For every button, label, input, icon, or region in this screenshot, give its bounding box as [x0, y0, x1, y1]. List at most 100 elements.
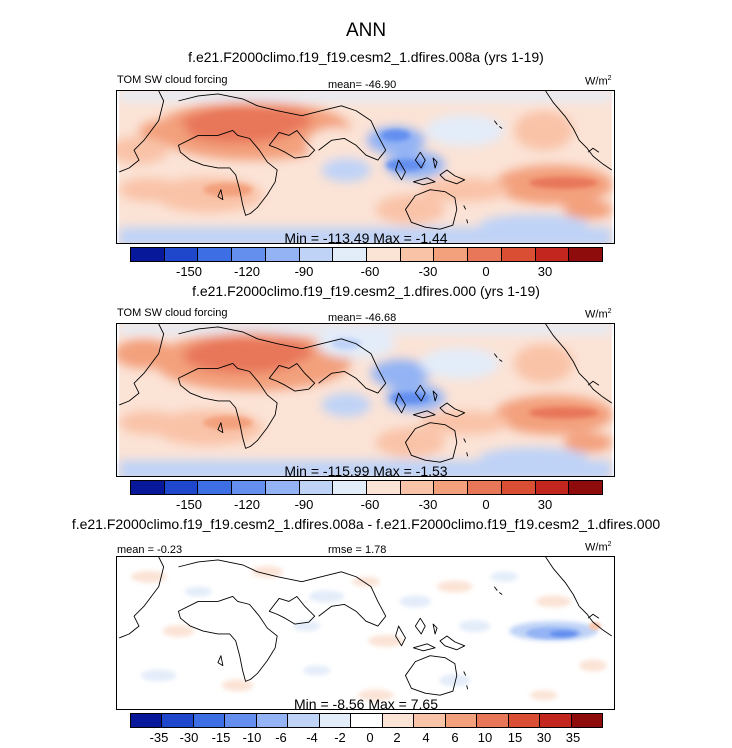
- colorbar-2-tick-label: -30: [418, 497, 438, 512]
- panel-1-title: f.e21.F2000climo.f19_f19.cesm2_1.dfires.…: [188, 49, 544, 65]
- colorbar-3-tick-label: 2: [393, 730, 401, 745]
- colorbar-1-tick-label: 0: [482, 264, 490, 279]
- colorbar-3-tick-label: 10: [477, 730, 493, 745]
- colorbar-swatch: [367, 481, 401, 494]
- colorbar-swatch: [164, 248, 199, 261]
- colorbar-1-tick-label: -60: [360, 264, 380, 279]
- colorbar-3-tick-label: 0: [366, 730, 374, 745]
- colorbar-swatch: [468, 248, 502, 261]
- panel-2-map: [116, 323, 615, 477]
- colorbar-3-tick-label: -30: [179, 730, 199, 745]
- colorbar-2-tick-label: -120: [233, 497, 261, 512]
- panel-3-mean-label: mean = -0.23: [117, 544, 183, 556]
- colorbar-swatch: [540, 714, 572, 727]
- colorbar-swatch: [351, 714, 383, 727]
- colorbar-3-tick-label: -6: [275, 730, 287, 745]
- colorbar-3-tick-label: 30: [536, 730, 552, 745]
- colorbar-swatch: [265, 481, 300, 494]
- colorbar-3-tick-label: -10: [242, 730, 262, 745]
- panel-3-units-text: W/m: [585, 541, 608, 554]
- colorbar-swatch: [164, 481, 199, 494]
- colorbar-3-tick-label: 4: [422, 730, 430, 745]
- colorbar-swatch: [198, 248, 233, 261]
- colorbar-3-tick-label: 15: [507, 730, 523, 745]
- panel-1-map: [116, 90, 615, 244]
- colorbar-swatch: [535, 481, 570, 494]
- panel-3-title: f.e21.F2000climo.f19_f19.cesm2_1.dfires.…: [71, 516, 661, 532]
- colorbar-swatch: [299, 481, 334, 494]
- panel-2-title: f.e21.F2000climo.f19_f19.cesm2_1.dfires.…: [192, 283, 540, 299]
- colorbar-swatch: [193, 714, 226, 727]
- colorbar-3-tick-label: -15: [211, 730, 231, 745]
- colorbar-3-tick-label: -35: [149, 730, 169, 745]
- colorbar-swatch: [367, 248, 401, 261]
- panel-2-units-sup: 2: [607, 308, 612, 315]
- colorbar-3-tick-label: -4: [306, 730, 318, 745]
- colorbar-swatch: [569, 248, 603, 261]
- colorbar-swatch: [232, 481, 266, 494]
- colorbar-swatch: [569, 481, 603, 494]
- colorbar-swatch: [434, 248, 469, 261]
- colorbar-swatch: [162, 714, 194, 727]
- colorbar-swatch: [382, 714, 415, 727]
- colorbar-swatch: [131, 714, 163, 727]
- colorbar-swatch: [333, 248, 368, 261]
- colorbar-swatch: [535, 248, 570, 261]
- colorbar-2-tick-label: -60: [360, 497, 380, 512]
- colorbar-2-tick-label: -150: [175, 497, 203, 512]
- panel-1-colorbar: [130, 247, 603, 262]
- colorbar-swatch: [400, 248, 435, 261]
- colorbar-1-tick-label: -120: [233, 264, 261, 279]
- panel-2-minmax: Min = -115.99 Max = -1.53: [284, 463, 448, 479]
- colorbar-swatch: [265, 248, 300, 261]
- colorbar-swatch: [232, 248, 266, 261]
- colorbar-swatch: [131, 481, 165, 494]
- panel-2-mean-label: mean= -46.68: [328, 312, 397, 324]
- panel-3-rmse-label: rmse = 1.78: [328, 544, 387, 556]
- panel-1-units-text: W/m: [585, 75, 608, 88]
- panel-3-units-sup: 2: [607, 541, 612, 548]
- panel-3-colorbar: [130, 713, 603, 728]
- colorbar-swatch: [131, 248, 165, 261]
- colorbar-swatch: [299, 248, 334, 261]
- colorbar-swatch: [501, 481, 536, 494]
- panel-1-mean-label: mean= -46.90: [328, 79, 397, 91]
- colorbar-swatch: [445, 714, 478, 727]
- colorbar-swatch: [333, 481, 368, 494]
- colorbar-swatch: [434, 481, 469, 494]
- colorbar-3-tick-label: 6: [451, 730, 459, 745]
- colorbar-swatch: [571, 714, 603, 727]
- panel-1-minmax: Min = -113.49 Max = -1.44: [284, 230, 448, 246]
- colorbar-1-tick-label: -30: [418, 264, 438, 279]
- colorbar-swatch: [319, 714, 352, 727]
- colorbar-2-tick-label: 30: [537, 497, 553, 512]
- colorbar-1-tick-label: -150: [175, 264, 203, 279]
- colorbar-1-tick-label: -90: [294, 264, 314, 279]
- panel-2-variable-label: TOM SW cloud forcing: [117, 307, 228, 319]
- panel-2-units-text: W/m: [585, 308, 608, 321]
- colorbar-2-tick-label: 0: [482, 497, 490, 512]
- colorbar-swatch: [508, 714, 541, 727]
- panel-3-map: [116, 556, 615, 710]
- panel-1-units: W/m2: [585, 75, 612, 88]
- colorbar-swatch: [477, 714, 509, 727]
- colorbar-swatch: [225, 714, 257, 727]
- colorbar-2-tick-label: -90: [294, 497, 314, 512]
- main-title: ANN: [345, 20, 387, 41]
- colorbar-swatch: [501, 248, 536, 261]
- colorbar-3-tick-label: 35: [565, 730, 581, 745]
- colorbar-swatch: [256, 714, 289, 727]
- panel-3-units: W/m2: [585, 541, 612, 554]
- colorbar-swatch: [414, 714, 446, 727]
- colorbar-swatch: [198, 481, 233, 494]
- colorbar-1-tick-label: 30: [537, 264, 553, 279]
- colorbar-3-tick-label: -2: [334, 730, 346, 745]
- colorbar-swatch: [468, 481, 502, 494]
- panel-2-colorbar: [130, 480, 603, 495]
- panel-1-units-sup: 2: [607, 75, 612, 82]
- panel-2-units: W/m2: [585, 308, 612, 321]
- panel-3-minmax: Min = -8.56 Max = 7.65: [294, 696, 438, 712]
- colorbar-swatch: [288, 714, 320, 727]
- panel-1-variable-label: TOM SW cloud forcing: [117, 74, 228, 86]
- colorbar-swatch: [400, 481, 435, 494]
